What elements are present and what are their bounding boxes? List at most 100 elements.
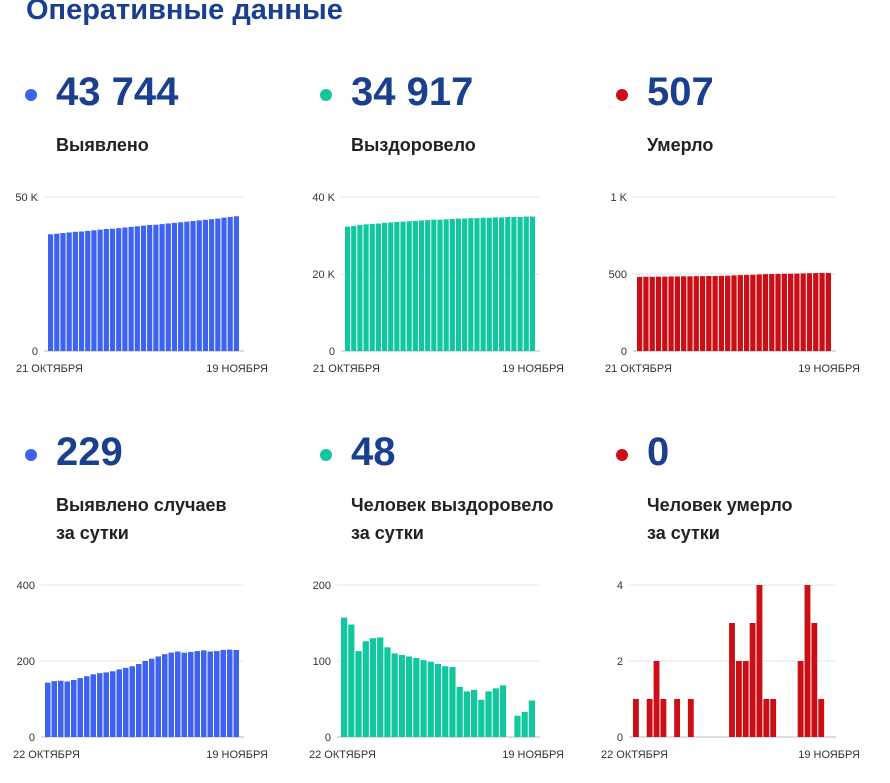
- bar: 487: [712, 276, 718, 351]
- bar: 170: [103, 672, 109, 737]
- x-tick-label-start: 21 ОКТЯБРЯ: [313, 363, 380, 375]
- stat-label: Человек выздоровело за сутки: [351, 491, 611, 547]
- bar: 37 900: [48, 234, 54, 351]
- bar: 155: [77, 678, 83, 737]
- dot-icon: [320, 449, 332, 461]
- bar: 43 744: [233, 216, 239, 351]
- bar: 39 900: [116, 228, 122, 351]
- bar: 495: [750, 274, 756, 351]
- bar: 34 400: [462, 218, 468, 351]
- y-tick-label: 0: [617, 732, 623, 744]
- bar: 43 000: [215, 218, 221, 351]
- bar: 42 000: [184, 221, 190, 351]
- bar: 1: [770, 699, 777, 737]
- bar: 34 800: [511, 217, 517, 351]
- bar: 192: [136, 664, 142, 737]
- bar: 503: [794, 273, 800, 351]
- stat-label: Выздоровело: [351, 131, 611, 159]
- stat-label-line: за сутки: [647, 523, 720, 543]
- bar: 39 400: [97, 229, 103, 351]
- bar: 131: [377, 637, 384, 737]
- bar: 165: [90, 674, 96, 737]
- bar: 230: [227, 649, 233, 737]
- bar: 43 300: [221, 217, 227, 351]
- bar: 484: [668, 276, 674, 351]
- bar: 229: [220, 649, 226, 737]
- bar: 40 300: [128, 226, 134, 351]
- bar: 32 300: [345, 226, 351, 351]
- bar: 34 700: [492, 217, 499, 351]
- bar: 143: [45, 682, 51, 737]
- bar: 34 700: [499, 217, 505, 351]
- bar: 39 700: [109, 228, 116, 351]
- y-tick-label: 1 K: [610, 192, 627, 204]
- bar: 68: [499, 685, 507, 737]
- bar: 173: [110, 671, 116, 737]
- bar: 28: [514, 715, 521, 737]
- bar: 33 800: [412, 220, 418, 351]
- bar: 33 400: [388, 222, 394, 351]
- bar: 104: [413, 657, 420, 737]
- y-tick-label: 20 K: [312, 269, 335, 281]
- bar: 106: [406, 656, 413, 737]
- y-tick-label: 0: [32, 346, 38, 358]
- bar: 101: [420, 660, 427, 737]
- bar: 148: [348, 624, 355, 737]
- y-tick-label: 200: [17, 656, 35, 668]
- bar: 218: [162, 654, 168, 737]
- stat-value: 43 744: [56, 70, 179, 114]
- bar: 2: [653, 661, 660, 737]
- bar: 186: [129, 666, 135, 737]
- bar: 483: [662, 276, 668, 351]
- bar: 482: [649, 276, 655, 351]
- bar: 38 700: [72, 231, 78, 351]
- bar: 499: [762, 274, 769, 351]
- bar: 1: [633, 699, 639, 737]
- bar: 206: [149, 658, 155, 737]
- stat-label-line: за сутки: [351, 523, 424, 543]
- bar: 486: [693, 276, 699, 351]
- bar: 2: [735, 661, 742, 737]
- bar: 43 500: [227, 217, 233, 351]
- bar: 34 900: [523, 216, 529, 351]
- y-tick-label: 0: [29, 732, 35, 744]
- y-tick-label: 100: [313, 656, 331, 668]
- bar: 1: [660, 699, 667, 737]
- stat-value: 507: [647, 70, 714, 114]
- x-tick-label-end: 19 НОЯБРЯ: [502, 749, 564, 761]
- bar: 34 600: [486, 217, 492, 351]
- bar: 3: [749, 623, 756, 737]
- bar: 33 900: [418, 220, 425, 351]
- bar: 504: [800, 273, 806, 351]
- bar: 486: [699, 276, 706, 351]
- x-tick-label-start: 22 ОКТЯБРЯ: [601, 749, 668, 761]
- y-tick-label: 50 K: [15, 192, 38, 204]
- bar: 34 600: [480, 217, 486, 351]
- y-tick-label: 0: [329, 346, 335, 358]
- stat-label-line: Выздоровело: [351, 135, 476, 155]
- bar: 485: [681, 276, 687, 351]
- bar: 226: [214, 651, 220, 737]
- bar: 32 700: [357, 225, 363, 351]
- dot-icon: [616, 449, 628, 461]
- bar: 34 500: [468, 218, 474, 351]
- bar: 497: [756, 274, 762, 351]
- bar: 126: [362, 641, 369, 737]
- x-tick-label-start: 22 ОКТЯБРЯ: [309, 749, 376, 761]
- dot-icon: [25, 89, 37, 101]
- bar: 1: [763, 699, 770, 737]
- bar: 488: [718, 275, 725, 351]
- y-tick-label: 2: [617, 656, 623, 668]
- bar: 34 100: [431, 219, 437, 351]
- bar: 40 700: [140, 225, 147, 351]
- bar: 66: [456, 686, 463, 737]
- bar: 226: [194, 651, 200, 737]
- bar: 225: [175, 651, 181, 737]
- stat-label-line: Умерло: [647, 135, 714, 155]
- bar: 39 600: [103, 229, 109, 351]
- bar: 222: [168, 652, 174, 737]
- bar: 3: [729, 623, 735, 737]
- bar: 108: [398, 654, 405, 737]
